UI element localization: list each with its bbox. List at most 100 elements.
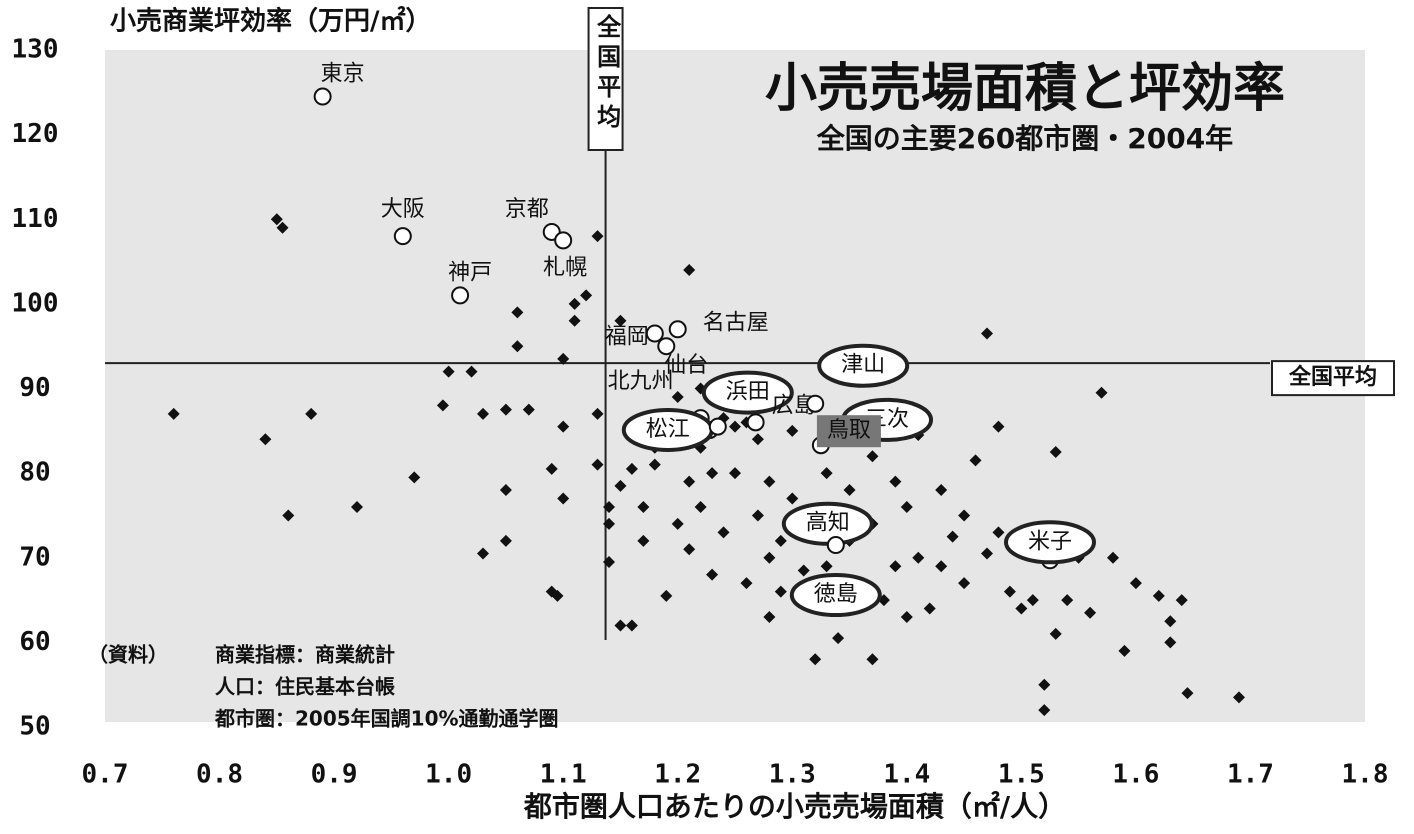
- point: [763, 551, 776, 564]
- point: [797, 564, 810, 577]
- point: [706, 568, 719, 581]
- point: [717, 526, 730, 539]
- point: [603, 500, 615, 513]
- point: [729, 420, 741, 433]
- point: [580, 289, 593, 302]
- point: [889, 560, 902, 573]
- point: [1049, 627, 1062, 640]
- y-tick-label: 100: [12, 288, 59, 318]
- point: [1084, 606, 1097, 619]
- point: [992, 526, 1005, 539]
- point: [637, 500, 650, 513]
- label-ring: [817, 343, 910, 388]
- labeled-point: [826, 536, 845, 555]
- labeled-point: [313, 87, 332, 106]
- x-tick-label: 1.2: [654, 760, 701, 790]
- point: [614, 619, 627, 632]
- point: [1038, 704, 1051, 717]
- point: [751, 433, 764, 446]
- point: [259, 433, 272, 446]
- point: [1129, 577, 1142, 590]
- point: [1026, 594, 1039, 607]
- source-heading: （資料）: [88, 643, 168, 667]
- point: [832, 632, 845, 645]
- point: [889, 475, 902, 488]
- point: [351, 500, 363, 513]
- y-tick-label: 120: [12, 119, 59, 149]
- point: [946, 530, 959, 543]
- point: [786, 492, 799, 505]
- point: [866, 450, 879, 463]
- x-tick-label: 1.1: [540, 760, 587, 790]
- point: [305, 407, 318, 420]
- source-line: 人口：住民基本台帳: [215, 675, 395, 699]
- x-tick-label: 0.7: [82, 760, 129, 790]
- point: [694, 500, 707, 513]
- source-line: 都市圏：2005年国調10%通勤通学圏: [214, 707, 559, 731]
- y-tick-label: 60: [19, 627, 50, 657]
- point: [1003, 585, 1016, 598]
- point: [981, 327, 993, 340]
- point: [923, 602, 936, 615]
- point: [1152, 589, 1165, 602]
- x-axis-label: 都市圏人口あたりの小売売場面積（㎡/人）: [523, 790, 1066, 823]
- point: [763, 610, 776, 623]
- point: [499, 403, 512, 416]
- point: [1038, 678, 1051, 691]
- point: [568, 297, 581, 310]
- point: [282, 509, 295, 522]
- point: [637, 534, 650, 547]
- point: [1164, 615, 1177, 628]
- point: [270, 213, 283, 226]
- labeled-point: [746, 413, 765, 432]
- point: [1015, 602, 1028, 615]
- point: [820, 467, 833, 480]
- point: [958, 577, 971, 590]
- point: [683, 264, 696, 277]
- point: [477, 407, 489, 420]
- point: [499, 534, 512, 547]
- point: [958, 509, 971, 522]
- point: [1061, 594, 1074, 607]
- point: [935, 560, 948, 573]
- x-tick-label: 0.8: [196, 760, 243, 790]
- point: [866, 653, 879, 666]
- point: [499, 484, 512, 497]
- point-label: 京都: [505, 197, 549, 222]
- point: [167, 407, 180, 420]
- label-box: [587, 7, 624, 151]
- average-x-label: 全国平均: [593, 13, 622, 134]
- point: [1181, 687, 1194, 700]
- point: [557, 352, 570, 365]
- point-label: 神戸: [448, 260, 492, 285]
- point-label: 仙台: [664, 353, 708, 378]
- point: [809, 653, 822, 666]
- point: [706, 467, 719, 480]
- point-label: 名古屋: [703, 310, 769, 335]
- point: [683, 475, 696, 488]
- point: [1175, 594, 1188, 607]
- point-label: 津山: [841, 353, 885, 378]
- y-tick-label: 90: [19, 373, 50, 403]
- average-y-label: 全国平均: [1288, 364, 1377, 390]
- point: [557, 492, 570, 505]
- x-tick-label: 1.4: [883, 760, 930, 790]
- labeled-point: [393, 227, 412, 246]
- y-tick-label: 110: [12, 204, 59, 234]
- label-ring: [1004, 520, 1096, 565]
- point: [603, 517, 615, 530]
- x-tick-label: 0.9: [311, 760, 358, 790]
- y-tick-label: 70: [19, 542, 50, 572]
- label-box: [816, 415, 881, 448]
- point: [935, 484, 948, 497]
- point: [465, 365, 478, 378]
- point: [436, 399, 449, 412]
- point: [648, 458, 661, 471]
- point-label: 松江: [646, 417, 690, 442]
- source-line: 商業指標：商業統計: [215, 643, 395, 667]
- point: [625, 462, 638, 475]
- point-label: 東京: [321, 62, 365, 87]
- point-label: 北九州: [608, 369, 674, 394]
- labeled-point: [806, 394, 825, 413]
